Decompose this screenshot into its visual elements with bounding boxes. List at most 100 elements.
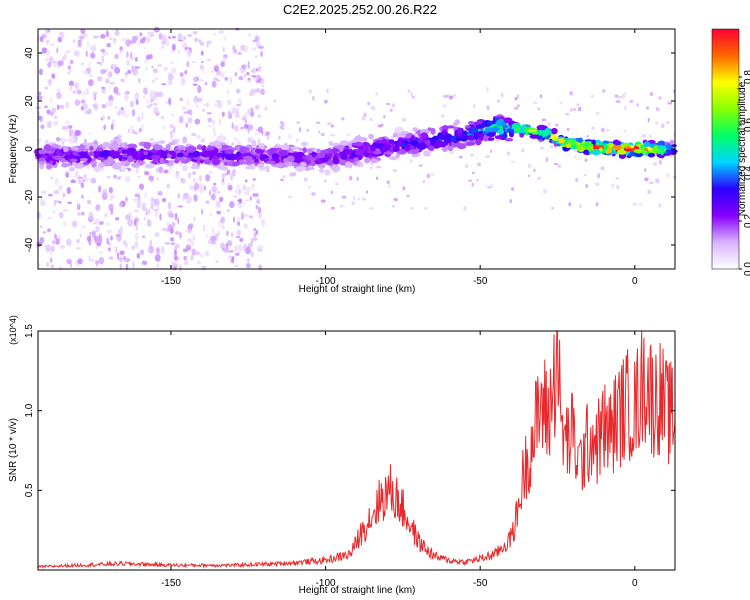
spectrogram-cell [574,155,577,159]
spectrogram-cell [124,242,129,249]
spectrogram-cell [426,173,431,179]
spectrogram-cell [361,116,366,121]
spectrogram-cell [138,183,145,190]
spectrogram-cell [177,33,183,41]
spectrogram-cell [611,183,614,188]
spectrogram-cell [135,71,140,75]
spectrogram-cell [231,161,240,167]
spectrogram-cell [164,159,170,164]
spectrogram-cell [193,194,198,202]
spectrogram-cell [124,90,131,95]
spectrogram-cell [77,39,81,47]
spectrogram-cell [200,152,211,157]
spectrogram-cell [200,138,206,143]
spectrogram-cell [207,239,213,245]
spectrogram-cell [153,106,159,115]
spectrogram-cell [257,211,263,219]
spectrogram-cell [53,233,58,240]
spectrogram-x-label: Height of straight line (km) [299,284,416,295]
spectrogram-cell [200,50,204,56]
spectrogram-cell [156,247,160,254]
spectrogram-cell [130,100,134,108]
spectrogram-cell [648,181,654,184]
spectrogram-cell [670,148,678,154]
spectrogram-cell [126,155,134,163]
spectrogram-cell [569,108,573,112]
spectrogram-cell [624,105,627,111]
spectrogram-cell [369,146,375,151]
spectrogram-cell [86,199,92,205]
spectrogram-cell [107,71,113,78]
spectrogram-cell [157,64,162,67]
spectrogram-cell [119,225,123,234]
spectrogram-cell [369,207,374,210]
spectrogram-cell [308,185,311,190]
spectrogram-cell [132,35,138,44]
spectrogram-cell [463,206,467,212]
spectrogram-cell [36,154,42,159]
spectrogram-cell [107,115,110,120]
spectrogram-cell [456,127,463,135]
spectrogram-cell [160,115,165,120]
spectrogram-cell [311,192,316,196]
snr-plot-area [38,331,675,570]
spectrogram-cell [230,173,233,182]
y-tick-label: -20 [24,189,35,204]
spectrogram-cell [93,35,99,39]
spectrogram-cell [52,59,57,68]
spectrogram-cell [119,51,123,54]
spectrogram-cell [486,86,489,92]
spectrogram-cell [73,50,80,57]
spectrogram-cell [456,132,464,137]
spectrogram-cell [38,149,46,155]
spectrogram-cell [494,135,504,140]
colorbar-tick-label: 0.4 [743,166,750,180]
spectrogram-cell [257,206,262,214]
spectrogram-cell [671,144,677,148]
spectrogram-cell [249,136,254,141]
spectrogram-cell [226,89,230,95]
spectrogram-cell [643,168,647,172]
spectrogram-cell [41,47,47,54]
spectrogram-cell [357,197,361,201]
spectrogram-cell [99,250,103,255]
spectrogram-cell [55,238,60,245]
spectrogram-cell [330,206,336,210]
spectrogram-cell [287,195,292,199]
spectrogram-cell [442,94,446,99]
spectrogram-cell [203,185,207,191]
snr-y-ticks: 0.5 1.0 1.5 [24,324,675,497]
spectrogram-cell [222,54,228,59]
spectrogram-cell [211,70,214,73]
spectrogram-cell [167,35,172,40]
spectrogram-cell [666,173,669,178]
spectrogram-cell [168,141,176,146]
spectrogram-cell [566,127,570,132]
spectrogram-cell [443,133,452,140]
spectrogram-cell [149,137,155,142]
spectrogram-cell [496,138,500,143]
spectrogram-cell [139,128,142,133]
spectrogram-cell [585,183,589,189]
spectrogram-cell [633,148,644,154]
spectrogram-cell [144,46,147,50]
spectrogram-cell [549,145,554,149]
spectrogram-cell [106,42,111,48]
spectrogram-cell [211,227,215,235]
spectrogram-cell [199,64,204,70]
spectrogram-cell [667,101,673,105]
spectrogram-cell [263,165,271,170]
spectrogram-cell [110,123,114,131]
spectrogram-cell [247,122,251,126]
spectrogram-cell [340,204,344,208]
spectrogram-cell [402,186,406,191]
spectrogram-cell [64,151,71,156]
spectrogram-cell [410,206,414,210]
spectrogram-cell [227,209,230,213]
spectrogram-cell [422,180,425,184]
spectrogram-cell [133,209,138,213]
spectrogram-cell [410,92,413,97]
spectrogram-cell [82,179,86,182]
spectrogram-cell [121,142,126,149]
spectrogram-cell [232,137,240,142]
